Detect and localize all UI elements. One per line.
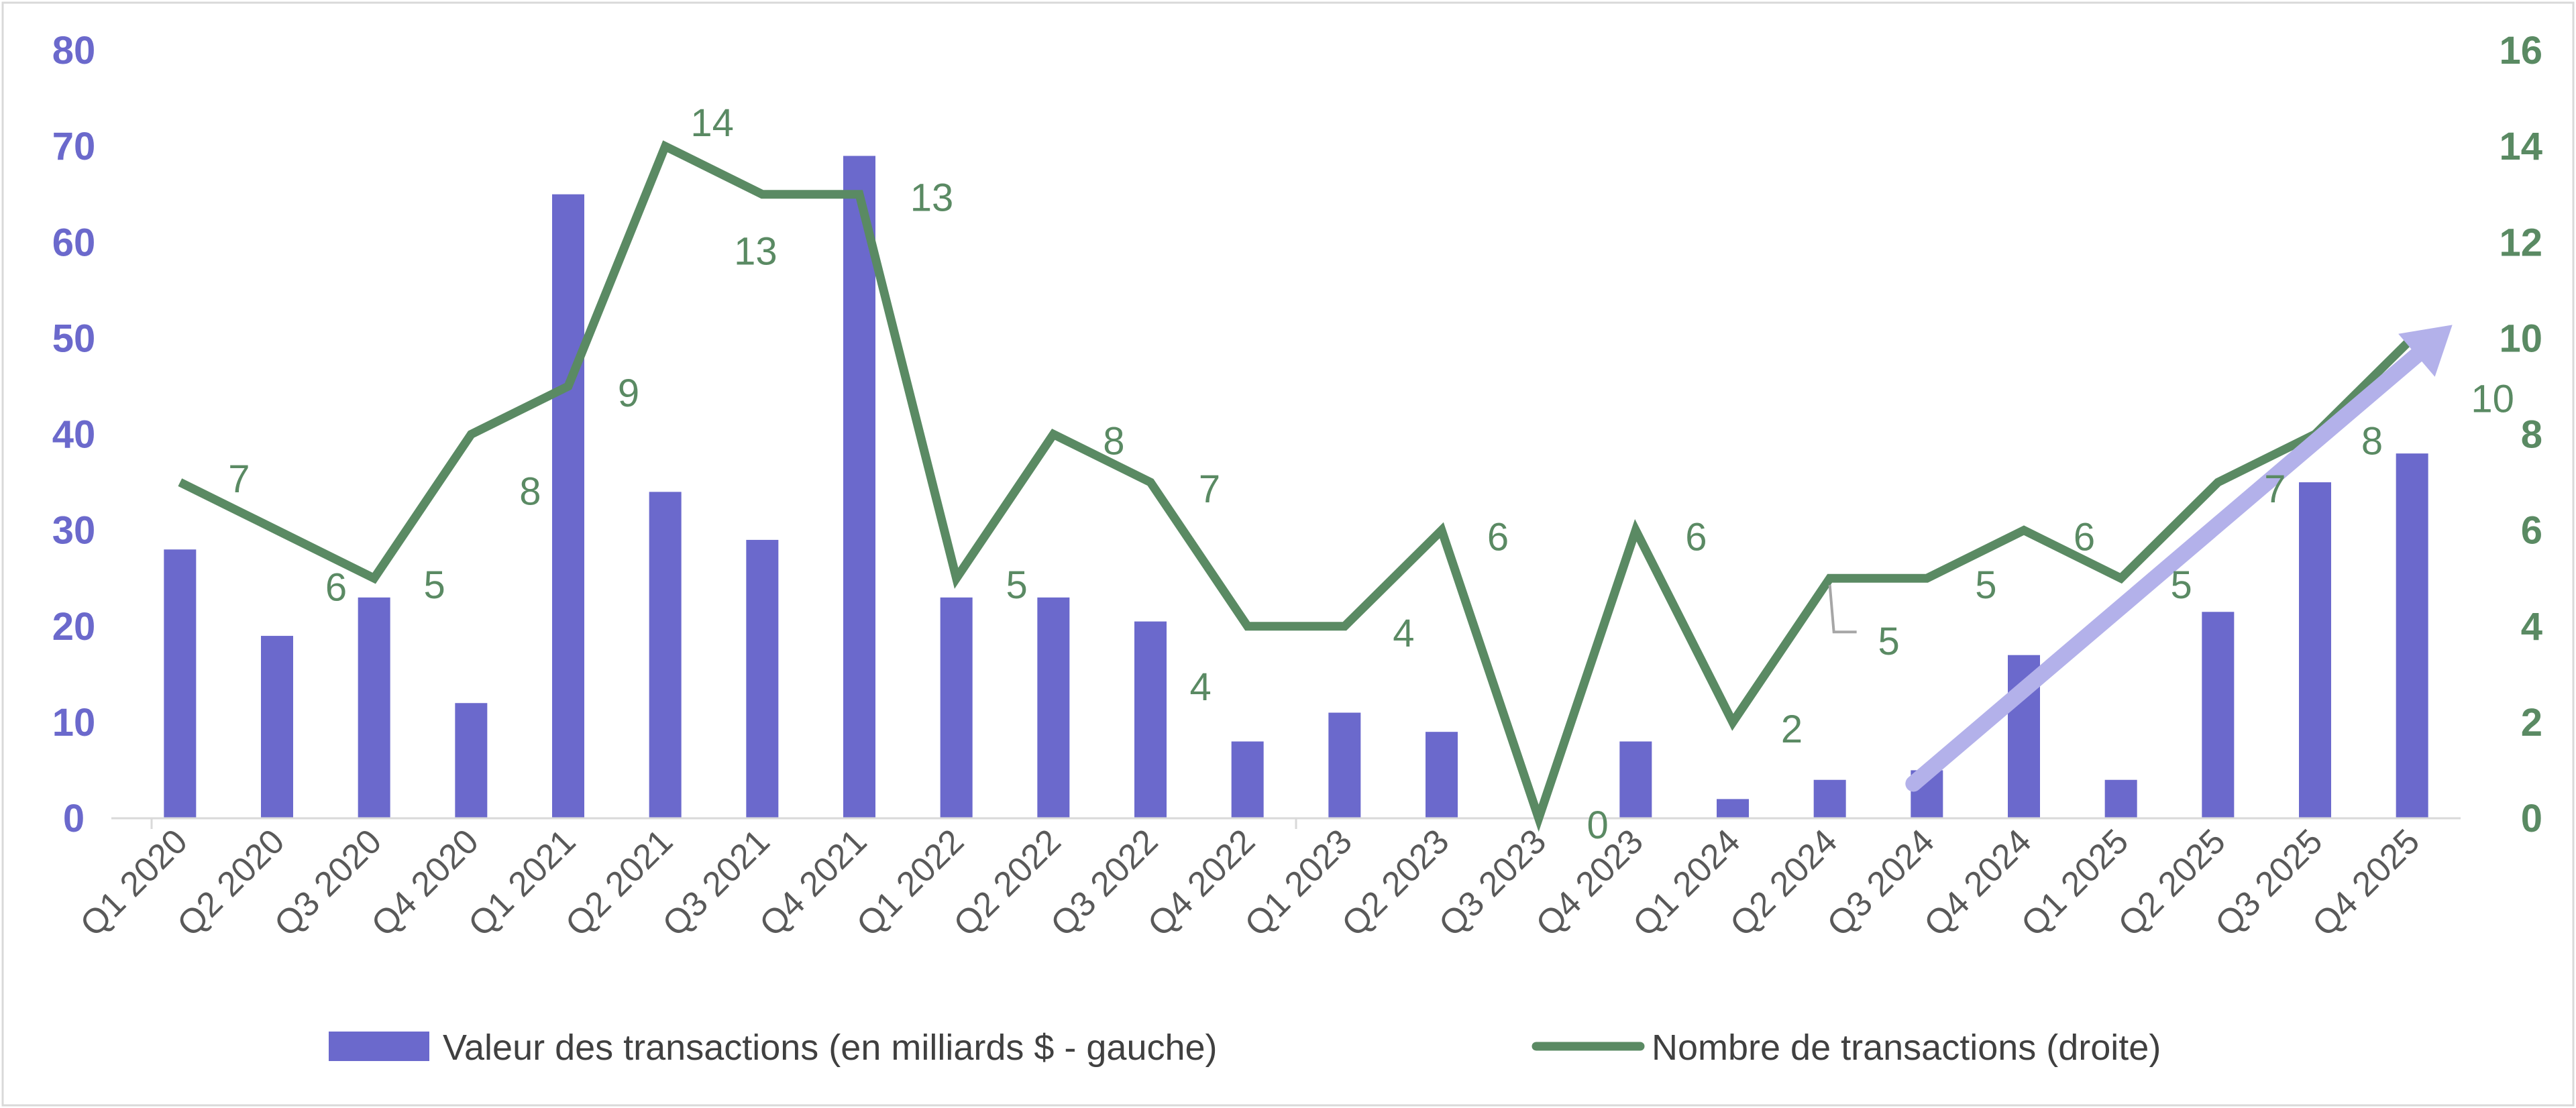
legend: Valeur des transactions (en milliards $ … (329, 1028, 2161, 1068)
bar-22 (2299, 482, 2331, 818)
bar-8 (940, 597, 973, 818)
bar-12 (1328, 712, 1361, 818)
right-axis-tick-label: 10 (2499, 317, 2542, 360)
bar-10 (1134, 621, 1167, 818)
trend-arrow-layer (1905, 325, 2453, 792)
bar-13 (1426, 732, 1458, 818)
bar-16 (1717, 799, 1749, 818)
line-data-label-6: 13 (734, 230, 777, 274)
line-data-label-12: 4 (1393, 612, 1414, 655)
right-axis-tick-label: 4 (2521, 605, 2542, 649)
right-axis-tick-label: 2 (2521, 701, 2542, 744)
line-data-label-23: 10 (2471, 377, 2514, 421)
bar-4 (552, 194, 584, 818)
line-data-label-13: 6 (1487, 516, 1509, 559)
left-axis-tick-label: 80 (52, 29, 96, 72)
bar-0 (164, 549, 197, 818)
right-axis-tick-label: 0 (2521, 797, 2542, 840)
legend-bar-swatch (329, 1032, 429, 1061)
bar-3 (455, 703, 488, 818)
bar-23 (2396, 453, 2428, 818)
bar-5 (649, 492, 682, 818)
left-axis-tick-label: 30 (52, 509, 96, 553)
left-axis-tick-label: 70 (52, 125, 96, 168)
bar-1 (261, 636, 293, 818)
line-data-label-18: 5 (1975, 563, 1996, 607)
right-axis-tick-label: 12 (2499, 221, 2542, 264)
right-axis-tick-label: 14 (2499, 125, 2542, 168)
line-data-label-20: 5 (2171, 563, 2192, 607)
bar-17 (1813, 779, 1846, 818)
bar-6 (746, 539, 779, 818)
line-data-label-21: 7 (2264, 467, 2286, 511)
right-axis-tick-label: 8 (2521, 413, 2542, 457)
right-axis-tick-label: 16 (2499, 29, 2542, 72)
line-data-label-9: 8 (1103, 420, 1124, 463)
left-axis-tick-label: 0 (63, 797, 85, 840)
line-data-label-7: 13 (910, 176, 954, 220)
line-data-label-8: 5 (1006, 563, 1028, 607)
right-axis-tick-label: 6 (2521, 509, 2542, 553)
line-layer (178, 140, 2416, 832)
data-label-leader-line (1828, 585, 1857, 634)
line-data-label-19: 6 (2074, 516, 2095, 559)
trend-arrow-shaft (1905, 347, 2425, 792)
line-data-label-14: 0 (1587, 804, 1609, 847)
line-data-label-11: 4 (1190, 665, 1212, 709)
bar-20 (2104, 779, 2137, 818)
left-axis-tick-label: 10 (52, 701, 96, 744)
left-axis-tick-label: 40 (52, 413, 96, 457)
bar-11 (1231, 741, 1264, 818)
transactions-count-line (178, 140, 2416, 832)
line-data-label-3: 8 (519, 470, 541, 514)
line-data-label-15: 6 (1685, 516, 1707, 559)
line-data-label-17: 5 (1878, 620, 1900, 663)
line-data-label-4: 9 (618, 372, 639, 415)
legend-line-label: Nombre de transactions (droite) (1652, 1028, 2161, 1068)
line-data-label-0: 7 (228, 457, 250, 501)
line-data-label-16: 2 (1781, 708, 1803, 751)
data-labels-layer: 7 6 5 8 9 14 13 13 5 8 7 4 4 6 0 6 2 5 5 6 5 7 8 10 (228, 101, 2514, 847)
bar-15 (1619, 741, 1652, 818)
bars-layer (164, 156, 2428, 818)
trend-arrow-head (2398, 325, 2453, 377)
line-data-label-1: 6 (325, 566, 347, 610)
left-axis-tick-label: 50 (52, 317, 96, 360)
line-data-label-22: 8 (2361, 420, 2383, 463)
line-data-label-5: 14 (690, 101, 734, 145)
bar-7 (843, 156, 875, 818)
legend-bar-label: Valeur des transactions (en milliards $ … (443, 1028, 1218, 1068)
bar-2 (358, 597, 390, 818)
left-axis-tick-label: 60 (52, 221, 96, 264)
left-axis-tick-label: 20 (52, 605, 96, 649)
line-data-label-2: 5 (424, 563, 445, 607)
bar-21 (2202, 612, 2235, 818)
line-data-label-10: 7 (1199, 467, 1220, 511)
bar-9 (1037, 597, 1070, 818)
